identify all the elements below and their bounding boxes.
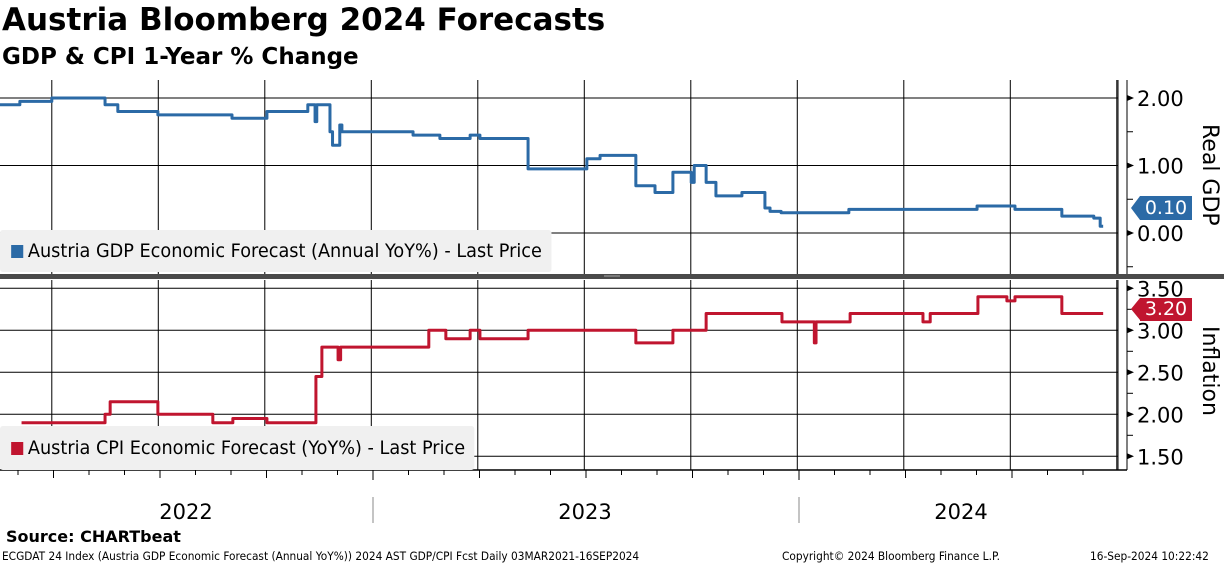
y-tick-label: 1.50 <box>1137 445 1184 469</box>
footer-ticker: ECGDAT 24 Index (Austria GDP Economic Fo… <box>2 549 640 563</box>
y-tick-arrow <box>1127 411 1134 418</box>
y-tick-label: 2.00 <box>1137 87 1184 111</box>
chart-title: Austria Bloomberg 2024 Forecasts <box>2 2 606 38</box>
x-tick-label-2023: 2023 <box>558 500 611 524</box>
cpi-series-line <box>21 295 1104 425</box>
gdp-legend-label: Austria GDP Economic Forecast (Annual Yo… <box>27 240 542 262</box>
cpi-legend-label: Austria CPI Economic Forecast (YoY%) - L… <box>27 437 466 459</box>
y-tick-arrow <box>1127 95 1134 101</box>
gdp-legend-swatch <box>11 244 24 258</box>
y-tick-arrow <box>1127 453 1134 460</box>
y-tick-arrow <box>1127 327 1134 334</box>
source-label: Source: CHARTbeat <box>6 527 181 546</box>
y-tick-arrow <box>1127 230 1134 236</box>
footer-timestamp: 16-Sep-2024 10:22:42 <box>1090 549 1209 563</box>
chart-subtitle: GDP & CPI 1-Year % Change <box>2 44 359 70</box>
y-tick-arrow <box>1127 162 1134 169</box>
y-tick-label: 3.50 <box>1137 277 1184 301</box>
y-tick-arrow <box>1127 369 1134 376</box>
cpi-legend-swatch <box>11 441 24 455</box>
x-tick-label-2024: 2024 <box>934 500 987 524</box>
y-tick-label: 0.00 <box>1137 222 1184 246</box>
gdp-axis-label: Real GDP <box>1197 124 1222 226</box>
y-tick-label: 1.00 <box>1137 155 1184 179</box>
gdp-series-line <box>0 96 1104 228</box>
y-tick-label: 2.50 <box>1137 361 1184 385</box>
gdp-last-value-badge: 0.10 <box>1131 196 1192 220</box>
x-tick-label-2022: 2022 <box>159 500 212 524</box>
cpi-legend: Austria CPI Economic Forecast (YoY%) - L… <box>0 426 475 470</box>
cpi-last-value-badge: 3.20 <box>1131 298 1192 321</box>
y-tick-label: 2.00 <box>1137 403 1184 427</box>
y-tick-arrow <box>1127 285 1134 292</box>
y-tick-label: 3.00 <box>1137 319 1184 343</box>
gdp-legend: Austria GDP Economic Forecast (Annual Yo… <box>0 230 552 272</box>
footer-copyright: Copyright© 2024 Bloomberg Finance L.P. <box>782 549 1001 563</box>
cpi-axis-label: Inflation <box>1197 326 1222 416</box>
